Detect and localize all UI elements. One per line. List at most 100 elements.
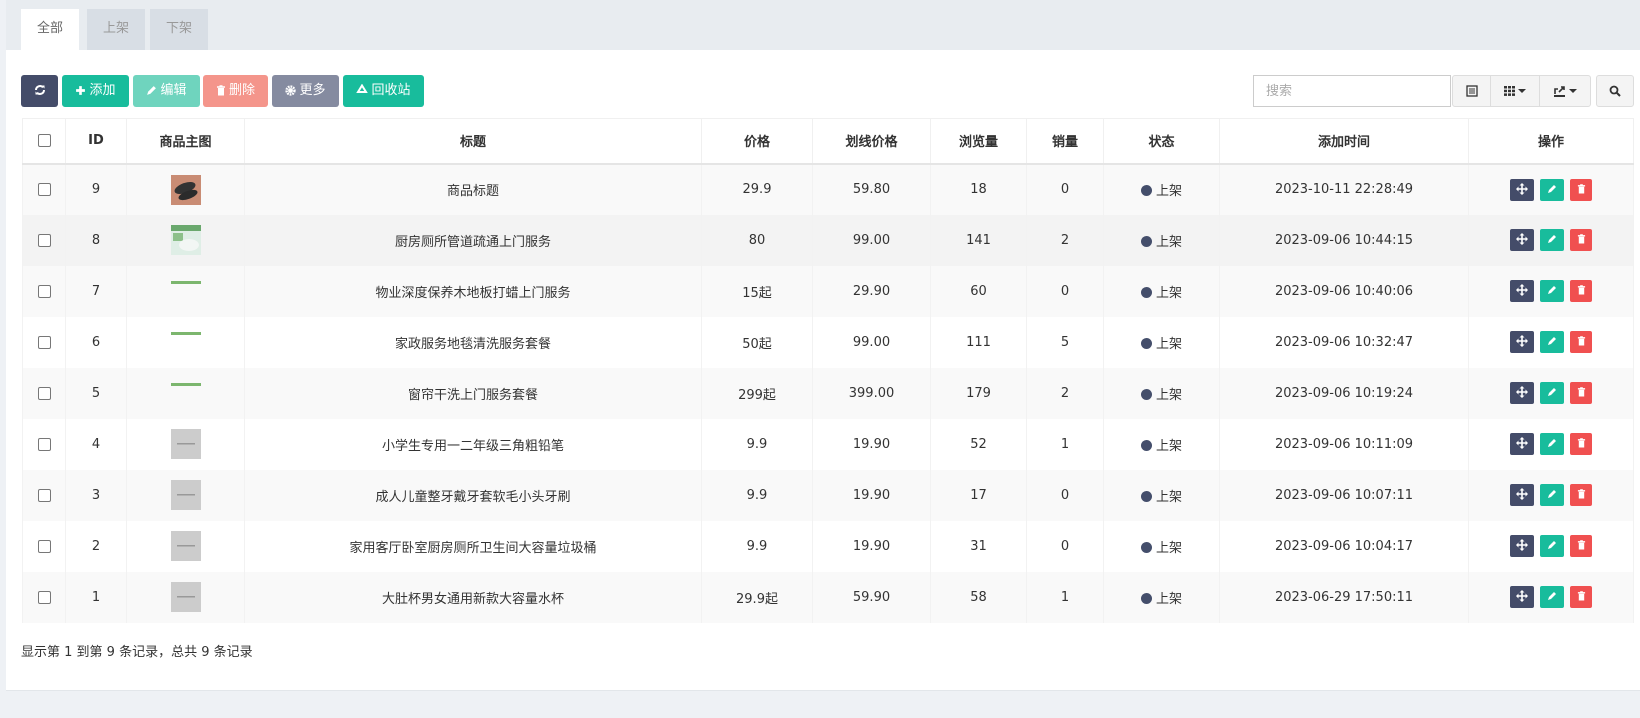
drag-sort-button[interactable]	[1509, 178, 1534, 201]
row-delete-button[interactable]	[1570, 484, 1593, 506]
row-edit-button[interactable]	[1540, 484, 1564, 506]
row-checkbox[interactable]	[37, 183, 51, 196]
drag-sort-button[interactable]	[1509, 229, 1534, 251]
refresh-button[interactable]	[21, 75, 58, 107]
cell-status[interactable]: 上架	[1103, 418, 1220, 470]
row-edit-button[interactable]	[1540, 229, 1564, 251]
row-delete-button[interactable]	[1570, 433, 1593, 455]
row-delete-button[interactable]	[1570, 535, 1593, 557]
cell-image[interactable]	[126, 265, 245, 317]
more-button[interactable]: 更多	[272, 75, 339, 107]
row-edit-button[interactable]	[1540, 586, 1564, 608]
table-row[interactable]: 8 厨房厕所管道疏通上门服务 80 99.00 141 2 上架 2023-09-06 10:…	[22, 214, 1634, 266]
edit-button[interactable]: 编辑	[133, 75, 200, 107]
drag-sort-button[interactable]	[1509, 535, 1534, 557]
toggle-view-button[interactable]	[1452, 75, 1491, 107]
cell-status[interactable]: 上架	[1103, 316, 1220, 368]
row-edit-button[interactable]	[1540, 433, 1564, 455]
table-row[interactable]: 9 商品标题 29.9 59.80 18 0 上架 2023-10-11 22:28:49	[22, 163, 1634, 215]
trash-icon	[1577, 591, 1585, 601]
row-select-cell[interactable]	[22, 469, 66, 521]
row-checkbox[interactable]	[37, 284, 51, 298]
recycle-bin-button[interactable]: 回收站	[343, 75, 424, 107]
drag-sort-button[interactable]	[1509, 382, 1534, 404]
cell-image[interactable]	[126, 571, 245, 623]
cell-image[interactable]	[126, 163, 245, 215]
drag-sort-button[interactable]	[1509, 586, 1534, 608]
row-edit-button[interactable]	[1540, 382, 1564, 404]
cell-image[interactable]	[126, 418, 245, 470]
cell-image[interactable]	[126, 214, 245, 266]
search-input[interactable]	[1253, 75, 1451, 107]
row-delete-button[interactable]	[1570, 229, 1593, 251]
cell-id: 8	[65, 214, 127, 266]
tab-all[interactable]: 全部	[21, 9, 79, 50]
cell-image[interactable]	[126, 367, 245, 419]
cell-id: 3	[65, 469, 127, 521]
drag-sort-button[interactable]	[1509, 331, 1534, 353]
tab-off-shelf[interactable]: 下架	[150, 9, 208, 50]
row-checkbox[interactable]	[37, 386, 51, 400]
cell-status[interactable]: 上架	[1103, 265, 1220, 317]
table-row[interactable]: 6 家政服务地毯清洗服务套餐 50起 99.00 111 5 上架 2023-09-06 10…	[22, 316, 1634, 368]
add-button[interactable]: 添加	[62, 75, 129, 107]
row-delete-button[interactable]	[1570, 280, 1593, 302]
cell-image[interactable]	[126, 469, 245, 521]
cell-id: 1	[65, 571, 127, 623]
row-select-cell[interactable]	[22, 265, 66, 317]
row-select-cell[interactable]	[22, 520, 66, 572]
columns-button[interactable]	[1490, 75, 1540, 107]
row-delete-button[interactable]	[1570, 331, 1593, 353]
cell-add-time: 2023-09-06 10:04:17	[1219, 520, 1469, 572]
table-row[interactable]: 7 物业深度保养木地板打蜡上门服务 15起 29.90 60 0 上架 2023-09-06 …	[22, 265, 1634, 317]
row-select-cell[interactable]	[22, 418, 66, 470]
drag-sort-button[interactable]	[1509, 484, 1534, 506]
row-select-cell[interactable]	[22, 163, 66, 215]
row-edit-button[interactable]	[1540, 178, 1564, 201]
table-row[interactable]: 4 小学生专用一二年级三角粗铅笔 9.9 19.90 52 1 上架 2023-09-06 1…	[22, 418, 1634, 470]
row-checkbox[interactable]	[37, 335, 51, 349]
cell-status[interactable]: 上架	[1103, 367, 1220, 419]
row-select-cell[interactable]	[22, 214, 66, 266]
cell-actions	[1468, 571, 1634, 623]
drag-sort-button[interactable]	[1509, 433, 1534, 455]
status-dot-icon	[1140, 592, 1152, 604]
row-delete-button[interactable]	[1570, 178, 1593, 201]
column-header-select-all[interactable]	[22, 118, 66, 165]
export-button[interactable]	[1539, 75, 1591, 107]
row-edit-button[interactable]	[1540, 535, 1564, 557]
cell-status[interactable]: 上架	[1103, 571, 1220, 623]
advanced-search-button[interactable]	[1596, 75, 1634, 107]
row-delete-button[interactable]	[1570, 382, 1593, 404]
delete-button[interactable]: 删除	[203, 75, 268, 107]
table-row[interactable]: 3 成人儿童整牙戴牙套软毛小头牙刷 9.9 19.90 17 0 上架 2023-09-06 …	[22, 469, 1634, 521]
row-select-cell[interactable]	[22, 316, 66, 368]
cell-actions	[1468, 520, 1634, 572]
row-checkbox[interactable]	[37, 539, 51, 553]
row-checkbox[interactable]	[37, 437, 51, 451]
row-checkbox[interactable]	[37, 488, 51, 502]
cell-status[interactable]: 上架	[1103, 214, 1220, 266]
column-header-image: 商品主图	[126, 118, 245, 165]
table-row[interactable]: 5 窗帘干洗上门服务套餐 299起 399.00 179 2 上架 2023-09-06 10…	[22, 367, 1634, 419]
row-delete-button[interactable]	[1570, 586, 1593, 608]
row-checkbox[interactable]	[37, 590, 51, 604]
cell-actions	[1468, 163, 1634, 215]
row-edit-button[interactable]	[1540, 331, 1564, 353]
cell-actions	[1468, 418, 1634, 470]
cell-status[interactable]: 上架	[1103, 520, 1220, 572]
trash-icon	[1577, 540, 1585, 550]
drag-sort-button[interactable]	[1509, 280, 1534, 302]
row-checkbox[interactable]	[37, 233, 51, 247]
cell-image[interactable]	[126, 316, 245, 368]
cell-status[interactable]: 上架	[1103, 469, 1220, 521]
row-select-cell[interactable]	[22, 367, 66, 419]
table-row[interactable]: 1 大肚杯男女通用新款大容量水杯 29.9起 59.90 58 1 上架 2023-06-29…	[22, 571, 1634, 623]
table-row[interactable]: 2 家用客厅卧室厨房厕所卫生间大容量垃圾桶 9.9 19.90 31 0 上架 2023-09…	[22, 520, 1634, 572]
select-all-checkbox[interactable]	[37, 134, 51, 148]
cell-status[interactable]: 上架	[1103, 163, 1220, 215]
tab-on-shelf[interactable]: 上架	[87, 9, 145, 50]
cell-image[interactable]	[126, 520, 245, 572]
row-edit-button[interactable]	[1540, 280, 1564, 302]
row-select-cell[interactable]	[22, 571, 66, 623]
